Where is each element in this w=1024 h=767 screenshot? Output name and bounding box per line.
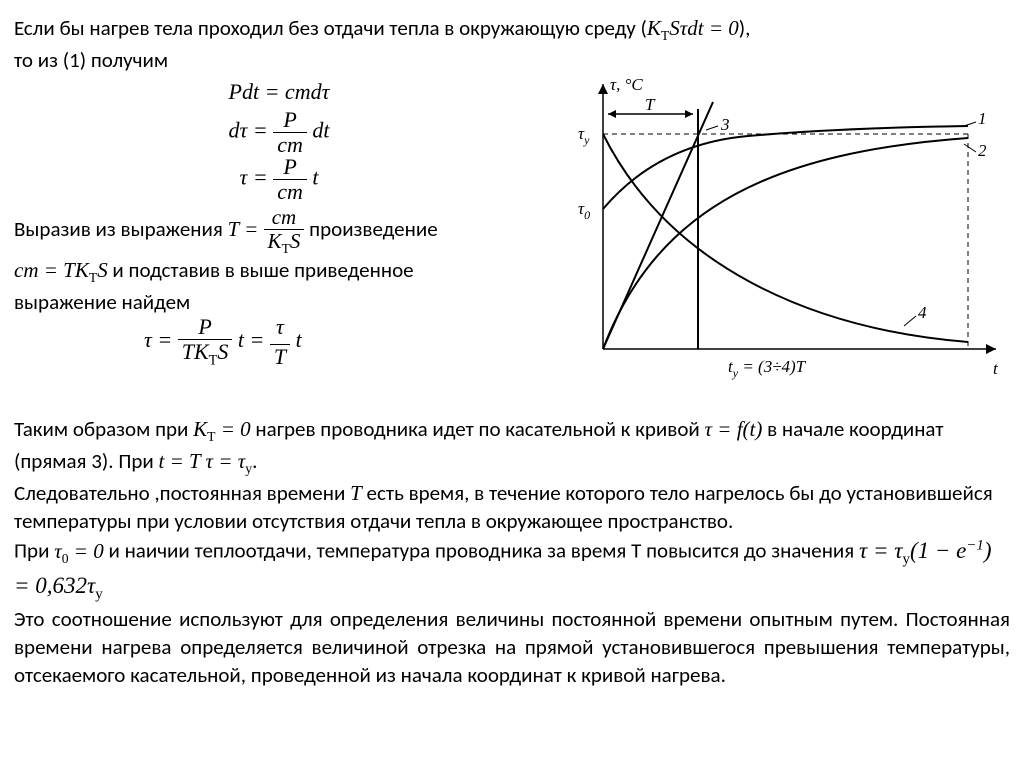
curve-1 (603, 126, 968, 209)
eq2-den: cm (273, 133, 307, 156)
eq4-den-a: TK (182, 339, 209, 364)
p5-kt0-sub: T (207, 429, 215, 444)
p2-a: Выразив из выражения (14, 216, 228, 242)
p5-kt0-eq: = 0 (216, 417, 251, 441)
paragraph-6: Следовательно ,постоянная времени T есть… (14, 479, 1010, 536)
y-arrow-icon (598, 84, 608, 94)
left-column: Pdt = cmdτ dτ = Pcm dt τ = Pcm t Выразив… (14, 74, 544, 368)
p1-rest: Sτdt = 0 (669, 16, 739, 40)
p7-eq-full: τ = τ (859, 538, 902, 563)
p5-d: . (252, 448, 257, 474)
eq4-den: TKTS (178, 340, 233, 368)
paragraph-5: Таким образом при KT = 0 нагрев проводни… (14, 415, 1010, 478)
p1-line2: то из (1) получим (14, 47, 168, 73)
T-arrow-right-icon (685, 110, 693, 118)
p2-den-S: S (290, 229, 301, 253)
eq4-den2: T (270, 345, 290, 368)
p1-eq: K (647, 16, 661, 40)
eq3-post: t (307, 165, 319, 190)
p3-a: cm = TK (14, 258, 89, 282)
p5-b: нагрев проводника идет по касательной к … (251, 416, 705, 442)
p2-b: произведение (304, 216, 437, 242)
p7-eq-sub: y (902, 552, 909, 568)
eq2-post: dt (307, 118, 330, 143)
p7-tau0-sub: 0 (62, 551, 69, 566)
p8-text: Это соотношение используют для определен… (14, 606, 1010, 689)
label-2: 2 (978, 141, 987, 160)
p7-eq-sub2: y (95, 587, 102, 603)
p3-c: и подставив в выше приведенное (108, 257, 414, 283)
eq3-num: P (273, 156, 307, 180)
p7-b: и наичии теплоотдачи, температура провод… (104, 538, 859, 564)
p2-num: cm (264, 207, 305, 230)
eq4-num: P (178, 316, 233, 340)
p7-tau0: τ (54, 539, 62, 563)
paragraph-3: cm = TKTS и подставив в выше приведенное… (14, 256, 544, 316)
right-column: τ, °C T τу τ0 1 2 (544, 74, 1010, 411)
T-label: T (645, 95, 656, 114)
tau-u-label: τу (578, 124, 590, 147)
p2-den-T: T (282, 241, 290, 256)
heating-graph: τ, °C T τу τ0 1 2 (548, 74, 1008, 404)
p2-T: T = (228, 217, 264, 241)
y-label: τ, °C (610, 75, 643, 94)
p3-sub: T (89, 270, 97, 285)
leader-4 (904, 316, 916, 326)
equation-block-2: τ = PTKTS t = τT t (14, 316, 544, 368)
p7-a: При (14, 538, 54, 564)
eq4-den-S: S (217, 339, 228, 364)
eq1: Pdt = cmdτ (14, 74, 544, 109)
label-3: 3 (720, 115, 730, 134)
paragraph-2: Выразив из выражения T = cmKTS произведе… (14, 207, 544, 256)
p6-a: Следовательно ,постоянная времени (14, 480, 350, 506)
leader-1 (964, 122, 976, 126)
leader-3 (706, 126, 718, 130)
p3-d: выражение найдем (14, 289, 190, 315)
T-arrow-left-icon (608, 110, 616, 118)
eq4-num2: τ (270, 316, 290, 345)
p1-text: Если бы нагрев тела проходил без отдачи … (14, 15, 647, 41)
p3-b: S (97, 258, 108, 282)
p5-tauft: τ = f(t) (705, 417, 763, 441)
p2-den-K: K (268, 229, 282, 253)
p5-tT: t = T τ = τ (159, 449, 246, 473)
label-4: 4 (918, 303, 927, 322)
eq4-num2-a: τ (276, 314, 284, 339)
x-arrow-icon (986, 344, 996, 354)
p5-kt0: K (193, 417, 207, 441)
paragraph-7: При τ0 = 0 и наичии теплоотдачи, темпера… (14, 535, 1010, 605)
eq4-post: t (290, 327, 302, 352)
eq3-pre: τ = (239, 165, 273, 190)
p7-eq0: = 0 (69, 539, 104, 563)
eq2-pre: dτ = (228, 118, 273, 143)
p1-sub: T (661, 28, 669, 43)
tau-0-sub: 0 (584, 208, 590, 222)
ty-formula: tу = (3÷4)T (728, 357, 807, 380)
eq4-mid: t = (232, 327, 269, 352)
leader-2 (964, 144, 976, 152)
p5-a: Таким образом при (14, 416, 193, 442)
p7-eq-exp: −1 (966, 538, 984, 554)
eq3: τ = Pcm t (14, 156, 544, 203)
label-1: 1 (978, 109, 987, 128)
x-label: t (993, 359, 999, 378)
eq3-den: cm (273, 180, 307, 203)
top-row: Pdt = cmdτ dτ = Pcm dt τ = Pcm t Выразив… (14, 74, 1010, 411)
p2-den: KTS (264, 230, 305, 256)
p7-eq-mid: (1 − e (910, 538, 966, 563)
equation-block-1: Pdt = cmdτ dτ = Pcm dt τ = Pcm t (14, 74, 544, 203)
curve-2 (603, 138, 968, 349)
paragraph-1: Если бы нагрев тела проходил без отдачи … (14, 14, 1010, 74)
paragraph-8: Это соотношение используют для определен… (14, 605, 1010, 690)
ty-rest: = (3÷4)T (738, 357, 807, 376)
tau-u-sub: у (583, 133, 590, 147)
line-3 (603, 102, 713, 349)
eq4-pre: τ = (144, 327, 178, 352)
tau-0-label: τ0 (578, 199, 590, 222)
eq2: dτ = Pcm dt (14, 109, 544, 156)
curve-4 (603, 134, 968, 342)
eq2-num: P (273, 109, 307, 133)
p1-close: ), (739, 15, 751, 41)
p6-T: T (350, 481, 362, 505)
